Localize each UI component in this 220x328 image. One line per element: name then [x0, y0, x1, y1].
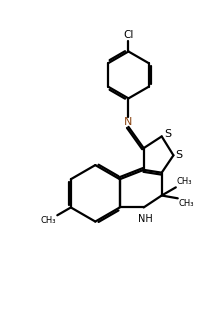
Text: CH₃: CH₃ [177, 177, 192, 187]
Text: Cl: Cl [123, 30, 134, 40]
Text: S: S [176, 150, 183, 160]
Text: S: S [164, 129, 171, 139]
Text: NH: NH [138, 214, 153, 223]
Text: CH₃: CH₃ [41, 216, 56, 225]
Text: N: N [124, 117, 133, 127]
Text: CH₃: CH₃ [179, 199, 194, 208]
